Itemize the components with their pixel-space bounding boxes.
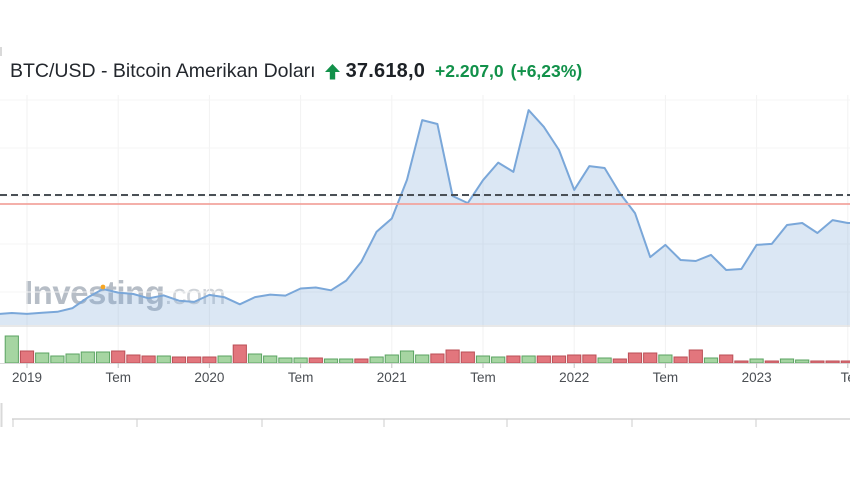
volume-bar: [399, 350, 415, 364]
volume-bar: [734, 360, 749, 364]
volume-bar: [567, 354, 582, 364]
level-lines: [0, 194, 850, 205]
volume-bar: [126, 354, 141, 364]
volume-bar: [65, 353, 80, 364]
price-area-series: [0, 109, 850, 325]
volume-bar: [293, 357, 308, 364]
volume-bar: [536, 355, 551, 364]
last-price: 37.618,0: [345, 60, 426, 82]
volume-bar: [217, 355, 232, 364]
volume-bars: [4, 335, 850, 364]
x-axis: [0, 325, 850, 368]
volume-bar: [795, 359, 810, 364]
x-axis-label: 2020: [194, 370, 224, 385]
x-axis-label: Te: [841, 370, 850, 385]
left-edge-artifact: [0, 47, 2, 56]
x-axis-label: Tem: [653, 370, 679, 385]
volume-bar: [597, 357, 612, 364]
volume-bar: [19, 350, 35, 364]
volume-bar: [35, 352, 50, 364]
volume-bar: [582, 354, 597, 364]
chart-gridlines: [0, 95, 850, 363]
x-axis-label: 2021: [377, 370, 407, 385]
volume-bar: [278, 357, 293, 364]
volume-bar: [263, 355, 278, 364]
instrument-title: BTC/USD - Bitcoin Amerikan Doları: [10, 60, 316, 82]
volume-bar: [384, 354, 399, 364]
volume-bar: [764, 360, 779, 364]
navigator-axis: [0, 403, 850, 427]
volume-bar: [840, 360, 850, 364]
volume-bar: [475, 355, 491, 364]
volume-bar: [703, 357, 719, 364]
instrument-header: BTC/USD - Bitcoin Amerikan Doları 37.618…: [10, 60, 582, 83]
volume-bar: [445, 349, 460, 364]
volume-bar: [354, 358, 369, 364]
volume-bar: [673, 356, 688, 364]
volume-bar: [339, 358, 354, 364]
volume-bar: [323, 358, 339, 364]
volume-bar: [779, 358, 795, 364]
volume-bar: [719, 354, 734, 364]
volume-bar: [232, 344, 247, 364]
volume-bar: [111, 350, 126, 364]
peak-marker-dot: [100, 284, 106, 290]
volume-bar: [4, 335, 19, 364]
volume-bar: [612, 358, 627, 364]
volume-bar: [156, 355, 171, 364]
volume-bar: [80, 351, 95, 364]
price-up-arrow-icon: [324, 63, 340, 80]
x-axis-label: 2022: [559, 370, 589, 385]
volume-bar: [643, 352, 658, 364]
volume-bar: [810, 360, 825, 364]
volume-bar: [141, 355, 156, 364]
volume-bar: [187, 356, 202, 364]
volume-bar: [171, 356, 187, 364]
volume-bar: [521, 355, 536, 364]
volume-bar: [658, 354, 673, 364]
price-change: +2.207,0: [435, 61, 504, 81]
volume-bar: [308, 357, 323, 364]
price-chart-canvas[interactable]: 2019 Tem 2020 Tem 2021 Tem 2022 Tem 2023 Te: [0, 95, 850, 478]
volume-bar: [369, 356, 384, 364]
volume-bar: [627, 352, 643, 364]
volume-bar: [430, 353, 445, 364]
volume-bar: [95, 351, 111, 364]
x-axis-label: Tem: [288, 370, 314, 385]
price-change-percent: (+6,23%): [510, 61, 583, 81]
x-axis-labels: 2019 Tem 2020 Tem 2021 Tem 2022 Tem 2023 Te: [12, 370, 850, 385]
x-axis-label: 2023: [742, 370, 772, 385]
x-axis-label: Tem: [470, 370, 496, 385]
volume-bar: [506, 355, 521, 364]
x-axis-label: 2019: [12, 370, 42, 385]
volume-bar: [50, 355, 65, 364]
volume-bar: [749, 358, 764, 364]
volume-bar: [202, 356, 217, 364]
volume-bar: [460, 351, 475, 364]
volume-bar: [551, 355, 567, 364]
x-axis-label: Tem: [105, 370, 131, 385]
volume-bar: [825, 360, 840, 364]
volume-bar: [491, 356, 506, 364]
volume-bar: [247, 353, 263, 364]
volume-bar: [415, 354, 430, 364]
volume-bar: [688, 349, 703, 364]
